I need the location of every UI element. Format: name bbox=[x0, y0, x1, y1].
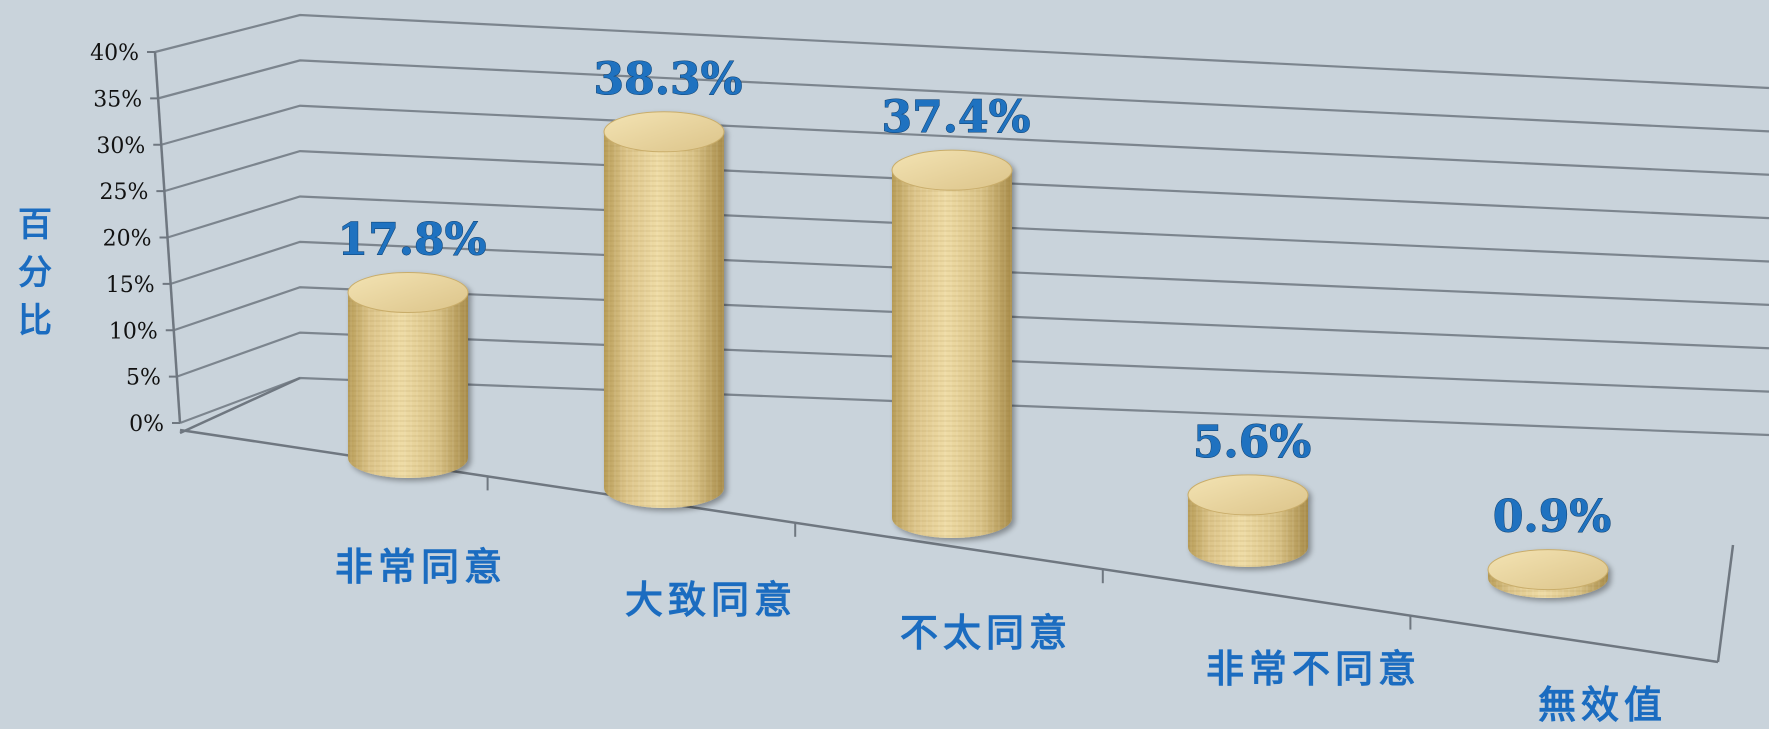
gridline bbox=[160, 104, 1769, 176]
gridline bbox=[173, 286, 1769, 350]
bar-5 bbox=[1487, 549, 1609, 598]
gridline bbox=[167, 195, 1769, 263]
floor-left-edge bbox=[179, 376, 301, 435]
y-tick-label: 40% bbox=[90, 41, 139, 66]
gridlines bbox=[147, 13, 1769, 437]
category-label: 非常不同意 bbox=[1206, 647, 1421, 691]
y-tick-label: 10% bbox=[109, 319, 158, 344]
bar-top bbox=[603, 111, 725, 153]
bar-top bbox=[1487, 549, 1609, 591]
gridline bbox=[170, 240, 1769, 306]
y-axis-line bbox=[153, 51, 182, 424]
bar-2 bbox=[603, 111, 725, 508]
data-label: 5.6% bbox=[1193, 417, 1311, 468]
data-label: 17.8% bbox=[338, 214, 487, 265]
bar-top bbox=[1187, 474, 1309, 516]
gridline bbox=[157, 59, 1769, 133]
y-tick-label: 5% bbox=[126, 366, 161, 391]
bar-texture bbox=[1188, 494, 1308, 567]
bar-top bbox=[347, 271, 469, 313]
gridline bbox=[176, 331, 1769, 393]
category-label: 非常同意 bbox=[335, 545, 507, 589]
category-label: 不太同意 bbox=[900, 611, 1072, 655]
y-axis-ticks: 0% 5% 10% 15% 20% 25% 30% 35% 40% bbox=[90, 41, 164, 437]
data-label: 0.9% bbox=[1493, 492, 1611, 543]
data-labels: 17.8% 38.3% 37.4% 5.6% 0.9% bbox=[337, 53, 1612, 543]
y-tick-label: 25% bbox=[99, 180, 148, 205]
data-label: 37.4% bbox=[882, 92, 1031, 143]
bars bbox=[347, 111, 1609, 598]
bar-top bbox=[891, 149, 1013, 191]
data-label: 38.3% bbox=[594, 54, 743, 105]
category-label: 無效值 bbox=[1538, 683, 1667, 727]
bar-3 bbox=[891, 149, 1013, 538]
y-tick-label: 20% bbox=[103, 227, 152, 252]
y-tick-label: 35% bbox=[93, 87, 142, 112]
gridline bbox=[164, 150, 1769, 220]
y-tick-label: 15% bbox=[106, 273, 155, 298]
y-axis-title: 百 分 比 bbox=[18, 205, 64, 341]
y-tick-label: 30% bbox=[96, 134, 145, 159]
bar-texture bbox=[348, 292, 468, 478]
bar-texture bbox=[892, 170, 1012, 538]
bar-1 bbox=[347, 271, 469, 478]
category-label: 大致同意 bbox=[625, 578, 797, 622]
y-tick-label: 0% bbox=[129, 412, 164, 437]
floor-right-edge bbox=[1716, 544, 1735, 663]
bar-texture bbox=[604, 131, 724, 508]
bar-4 bbox=[1187, 474, 1309, 567]
gridline bbox=[154, 13, 1769, 90]
